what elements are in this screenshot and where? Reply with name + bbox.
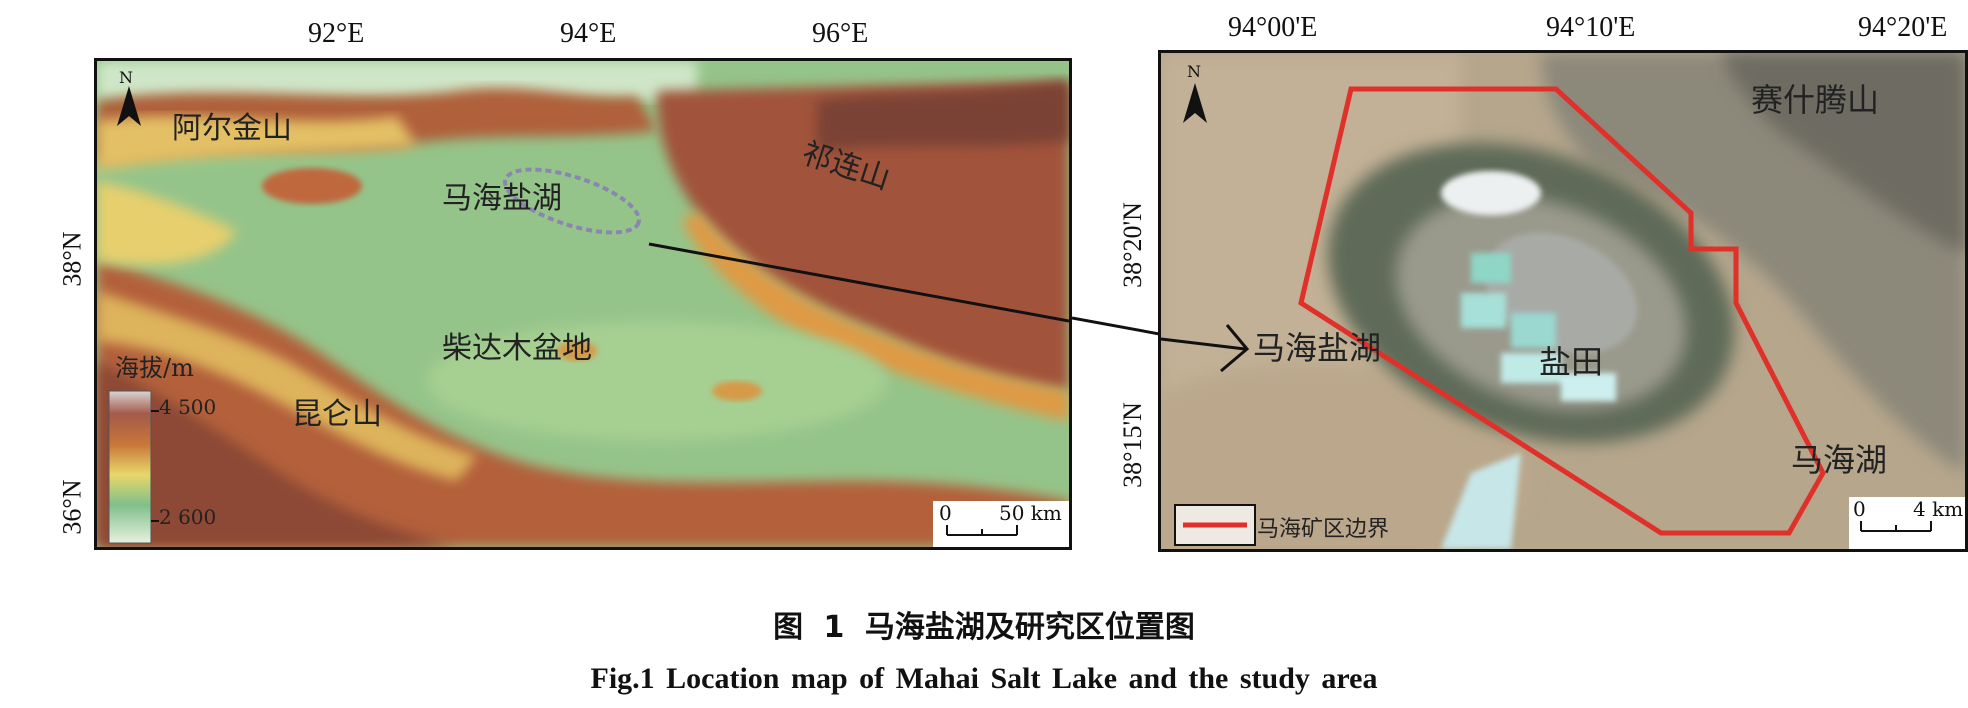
- right-y-tick-38-20: 38°20'N: [1117, 202, 1147, 288]
- place-mahai-hu: 马海湖: [1791, 441, 1888, 479]
- right-scalebar: [1860, 521, 1932, 532]
- left-x-tick-94: 94°E: [560, 18, 617, 49]
- right-scalebar-value: 4 km: [1913, 497, 1964, 521]
- left-y-tick-38: 38°N: [57, 231, 87, 287]
- elevation-legend-bar: [108, 390, 152, 544]
- right-x-tick-94-10: 94°10'E: [1546, 12, 1636, 43]
- legend-high-value: 4 500: [159, 395, 217, 419]
- place-saishiteng: 赛什腾山: [1751, 81, 1880, 119]
- legend-title: 海拔/m: [115, 354, 194, 382]
- north-arrow-icon: [117, 86, 141, 126]
- right-y-tick-38-15: 38°15'N: [1117, 402, 1147, 488]
- left-scalebar-zero: 0: [939, 501, 952, 525]
- place-mahai-lake: 马海盐湖: [442, 181, 562, 216]
- legend-low-value: 2 600: [159, 505, 217, 529]
- place-qaidam: 柴达木盆地: [442, 331, 592, 366]
- right-x-tick-94-20: 94°20'E: [1858, 12, 1948, 43]
- caption-en: Fig.1 Location map of Mahai Salt Lake an…: [590, 662, 1378, 695]
- connector-arrowhead-icon: [1161, 324, 1250, 373]
- left-y-tick-36: 36°N: [57, 479, 87, 535]
- mine-boundary: [1298, 86, 1826, 536]
- left-x-tick-92: 92°E: [308, 18, 365, 49]
- legend-boundary-label: 马海矿区边界: [1257, 517, 1390, 542]
- satellite-map: N 赛什腾山 马海盐湖 盐田 马海湖 马海矿区边界 0 4 km: [1158, 50, 1968, 552]
- left-scalebar: [946, 525, 1018, 536]
- right-north-label: N: [1187, 62, 1201, 81]
- mahai-lake-outline: [503, 167, 641, 235]
- elevation-map: N 阿尔金山 祁连山 马海盐湖 柴达木盆地 昆仑山 海拔/m 4 500 2 6…: [94, 58, 1072, 550]
- right-scalebar-zero: 0: [1853, 497, 1866, 521]
- north-arrow-icon: [1183, 83, 1207, 123]
- place-salt-field: 盐田: [1539, 343, 1604, 381]
- right-place-mahai-lake: 马海盐湖: [1253, 329, 1382, 367]
- left-north-label: N: [119, 68, 133, 87]
- left-x-tick-96: 96°E: [812, 18, 869, 49]
- left-scalebar-value: 50 km: [999, 501, 1062, 525]
- place-altun: 阿尔金山: [172, 111, 292, 146]
- right-x-tick-94-00: 94°00'E: [1228, 12, 1318, 43]
- place-kunlun: 昆仑山: [292, 397, 382, 432]
- caption-cn: 图 1 马海盐湖及研究区位置图: [773, 610, 1195, 645]
